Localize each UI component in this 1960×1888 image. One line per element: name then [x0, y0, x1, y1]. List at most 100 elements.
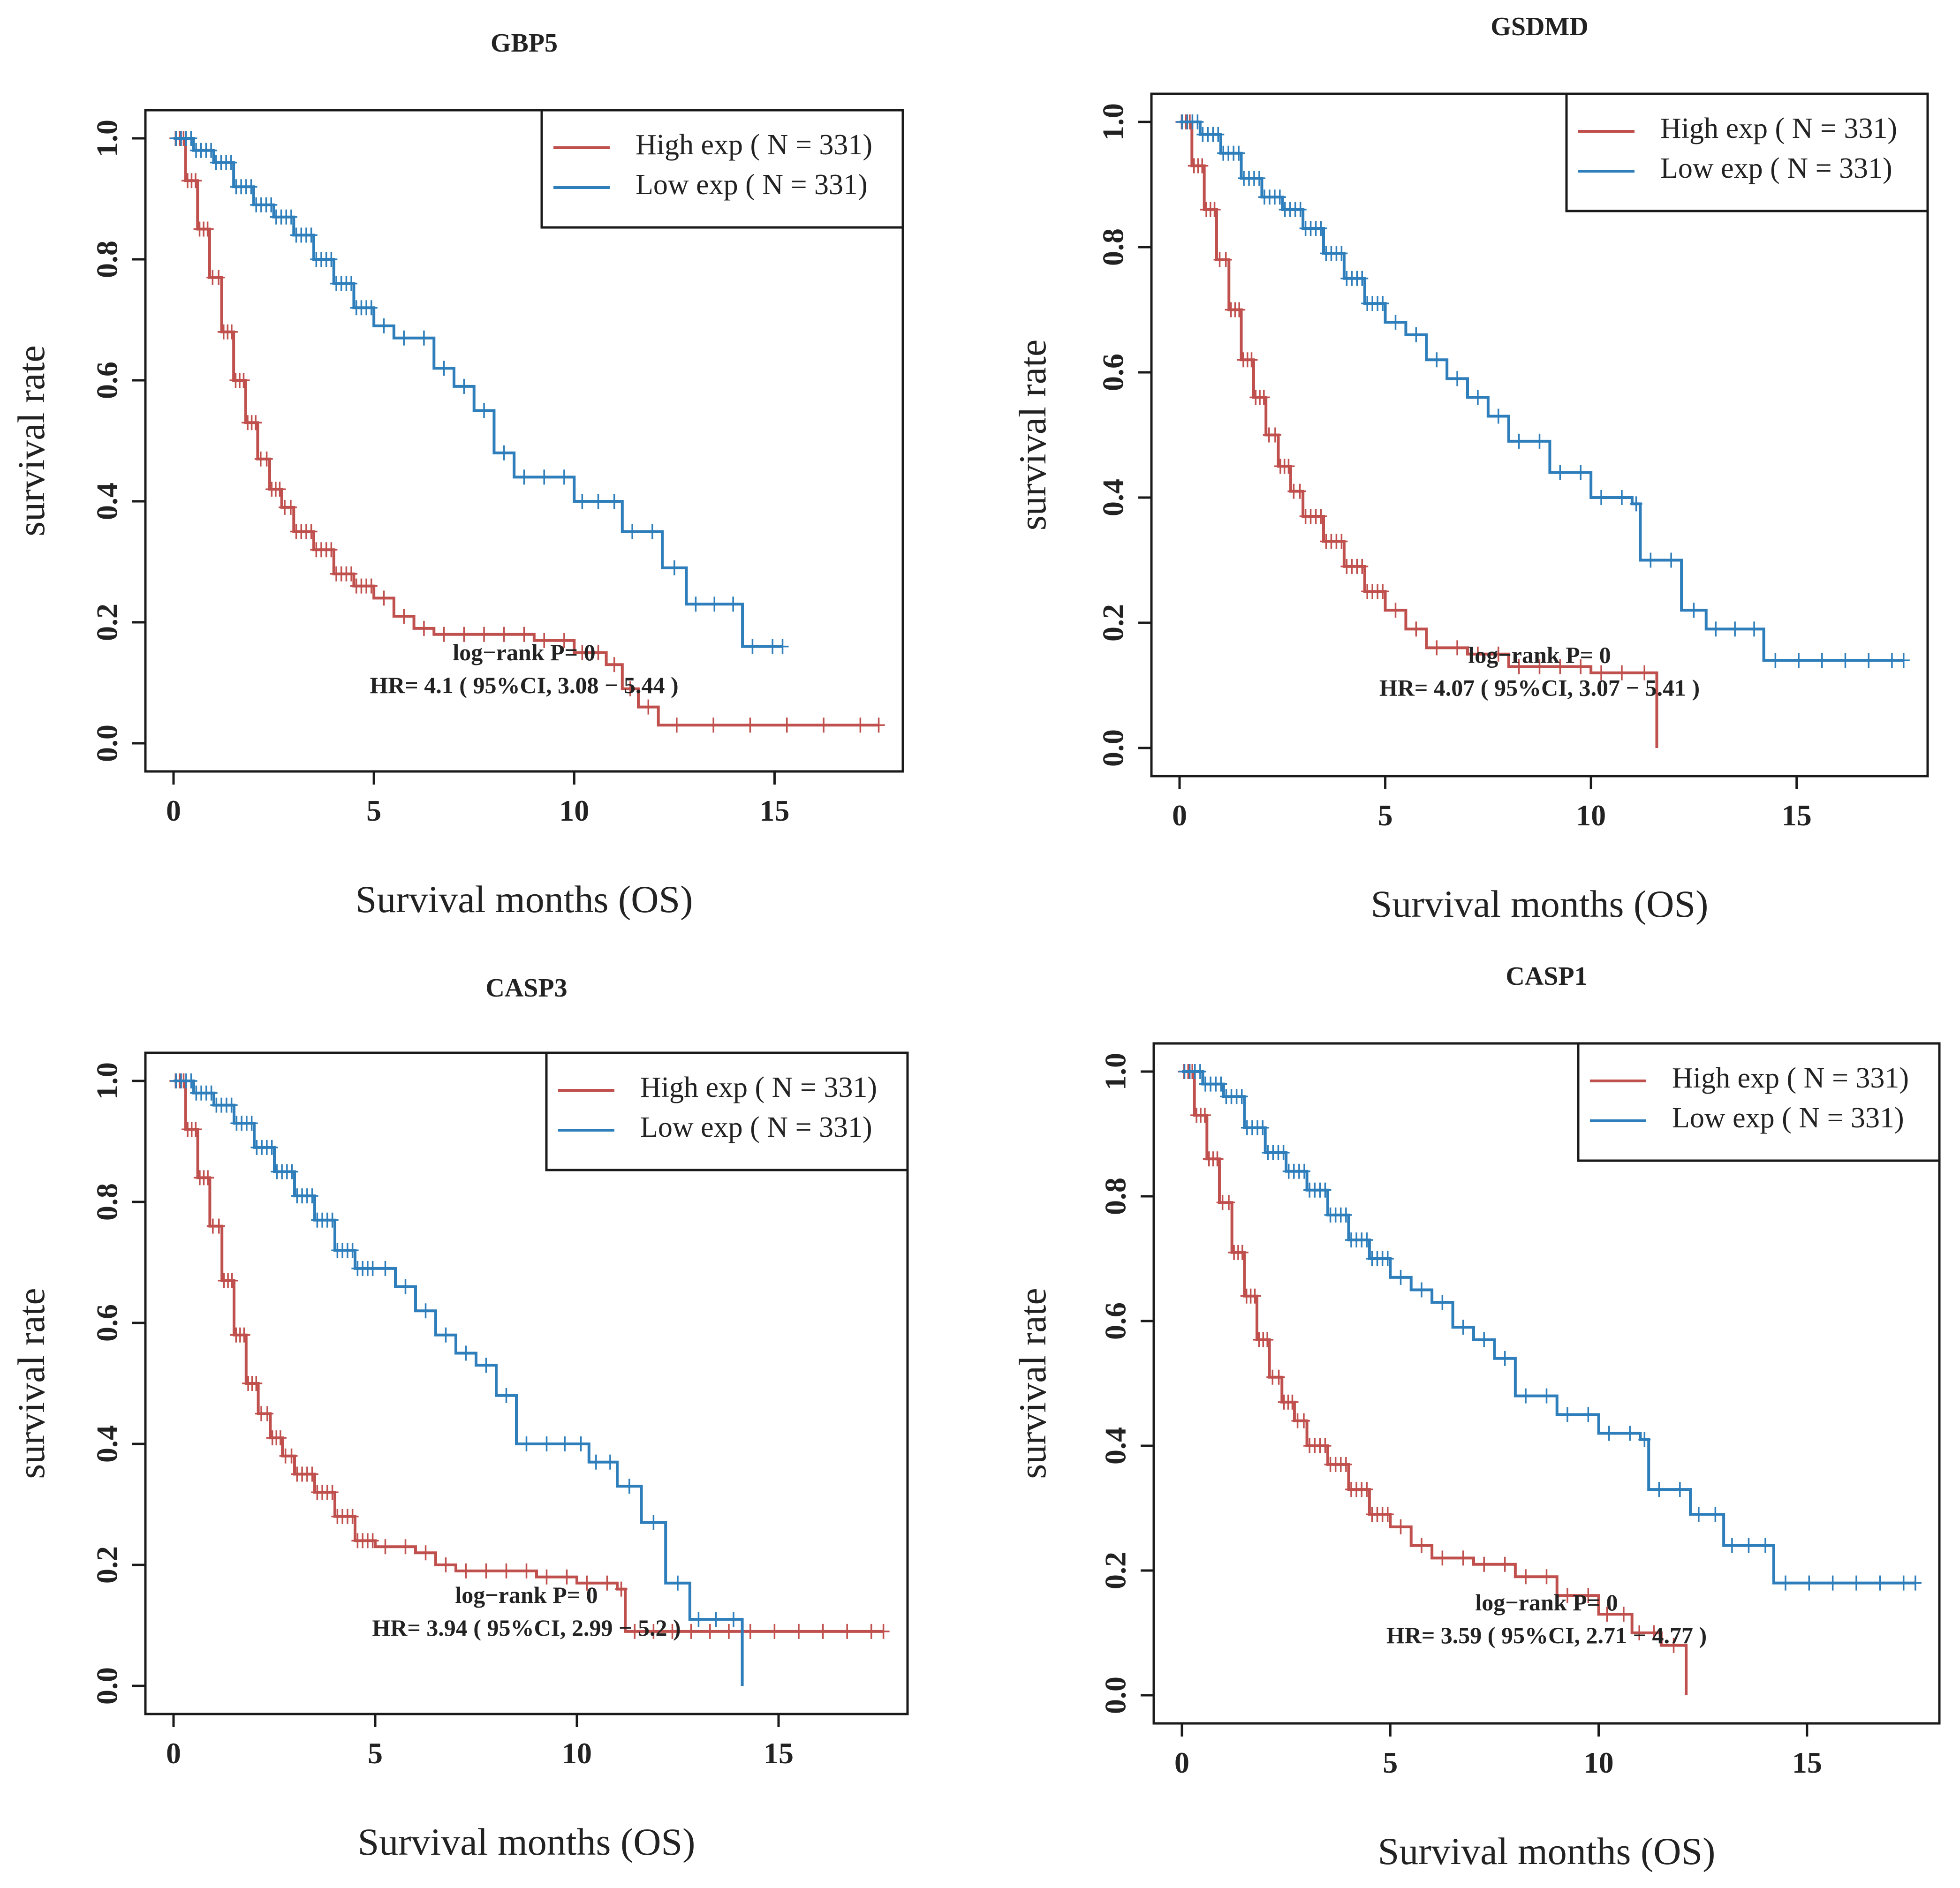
- censor-mark: [285, 209, 297, 225]
- censor-mark: [1394, 1519, 1407, 1534]
- censor-mark: [1315, 220, 1327, 236]
- censor-mark: [628, 1624, 641, 1639]
- censor-mark: [438, 627, 450, 642]
- censor-mark: [865, 1624, 878, 1639]
- y-tick-label: 0.0: [1099, 1677, 1132, 1714]
- censor-mark: [1339, 1457, 1352, 1472]
- y-tick-label: 1.0: [91, 1062, 124, 1100]
- censor-mark: [1233, 302, 1246, 317]
- y-tick-label: 0.2: [1097, 604, 1130, 642]
- censor-mark: [776, 639, 789, 654]
- censor-mark: [647, 1624, 660, 1639]
- censor-mark: [608, 657, 621, 672]
- y-tick-label: 0.2: [1099, 1552, 1132, 1589]
- censor-mark: [306, 1466, 318, 1482]
- censor-mark: [710, 1612, 722, 1627]
- hazard-ratio-label: HR= 3.59 ( 95%CI, 2.71 − 4.77 ): [1386, 1622, 1707, 1648]
- censor-mark: [1603, 1426, 1615, 1441]
- censor-mark: [245, 179, 257, 195]
- censor-mark: [1615, 490, 1628, 505]
- censor-mark: [615, 1581, 628, 1597]
- censor-marks-high: [169, 1073, 890, 1639]
- censor-mark: [458, 378, 470, 394]
- censor-mark: [559, 1436, 571, 1451]
- censor-mark: [1520, 1388, 1532, 1404]
- y-tick-label: 0.2: [91, 1546, 124, 1584]
- censor-mark: [379, 1261, 392, 1276]
- legend-label-low: Low exp ( N = 331): [1672, 1102, 1904, 1134]
- logrank-p-label: log−rank P= 0: [1475, 1589, 1618, 1616]
- censor-marks-low: [170, 131, 789, 654]
- km-panel-gbp5: GBP5 0.0 0.2 0.4 0.6 0.8 1.0 0 5 10 15 Survival mon…: [10, 29, 904, 921]
- censor-mark: [592, 645, 605, 660]
- censor-mark: [1273, 189, 1286, 205]
- censor-mark: [201, 221, 214, 237]
- legend-box: [1577, 1042, 1941, 1162]
- km-curve-low-exp: [1180, 121, 1904, 662]
- x-axis-label: Survival months (OS): [1371, 883, 1709, 925]
- censor-mark: [1457, 1320, 1469, 1335]
- censor-mark: [1742, 1538, 1755, 1553]
- censor-mark: [1389, 603, 1402, 618]
- censor-mark: [1826, 1575, 1839, 1591]
- censor-mark: [286, 1164, 298, 1179]
- y-tick-label: 0.2: [91, 604, 124, 641]
- x-tick-label: 5: [1378, 799, 1393, 832]
- censor-mark: [1436, 1295, 1449, 1310]
- km-curve-high-exp: [1182, 1070, 1688, 1695]
- censor-mark: [366, 1533, 379, 1548]
- censor-mark: [672, 1575, 684, 1591]
- censor-mark: [1885, 653, 1898, 668]
- censor-mark: [1595, 665, 1608, 680]
- censor-mark: [872, 717, 885, 733]
- panel-title-gsdmd: GSDMD: [1491, 12, 1588, 41]
- x-tick-label: 10: [559, 794, 589, 827]
- censor-mark: [1319, 1438, 1332, 1453]
- censor-mark: [1415, 1538, 1428, 1553]
- censor-mark: [460, 1345, 472, 1361]
- y-tick-label: 0.6: [1097, 354, 1130, 391]
- censor-mark: [398, 609, 410, 624]
- censor-mark: [399, 1539, 412, 1555]
- censor-mark: [225, 324, 238, 340]
- legend-label-low: Low exp ( N = 331): [640, 1111, 872, 1143]
- censor-mark: [439, 1557, 452, 1572]
- censor-mark: [326, 1212, 339, 1228]
- censor-mark: [1377, 584, 1389, 599]
- censor-marks-low: [170, 1073, 740, 1627]
- censor-mark: [624, 681, 636, 696]
- censor-mark: [1297, 1413, 1310, 1428]
- censor-mark: [1430, 352, 1443, 368]
- censor-mark: [1196, 158, 1209, 174]
- censor-mark: [668, 560, 681, 575]
- y-tick-label: 0.8: [91, 1183, 124, 1221]
- censor-mark: [1339, 1207, 1352, 1223]
- censor-mark: [1540, 1569, 1553, 1585]
- censor-mark: [185, 1073, 197, 1088]
- censor-mark: [538, 633, 551, 648]
- censor-mark: [1211, 1151, 1224, 1167]
- censor-mark: [1725, 1538, 1738, 1553]
- censor-mark: [1897, 1575, 1910, 1591]
- censor-mark: [265, 197, 278, 212]
- censor-marks-high: [1178, 1064, 1680, 1653]
- y-axis-label: survival rate: [1011, 1288, 1054, 1479]
- censor-mark: [398, 330, 410, 346]
- censor-mark: [250, 1376, 263, 1391]
- censor-mark: [1513, 659, 1525, 674]
- censor-mark: [1249, 1288, 1261, 1304]
- plot-frame: [144, 109, 904, 773]
- censor-mark: [704, 1624, 716, 1639]
- censor-mark: [581, 1575, 593, 1591]
- x-tick-label: 10: [1584, 1746, 1614, 1779]
- censor-mark: [1582, 1588, 1595, 1603]
- censor-mark: [692, 1612, 705, 1627]
- censor-mark: [1222, 1195, 1235, 1210]
- censor-mark: [1194, 1064, 1206, 1079]
- censor-mark: [325, 252, 338, 267]
- y-axis-label: survival rate: [10, 1288, 53, 1479]
- censor-mark: [245, 1116, 258, 1131]
- x-axis-label: Survival months (OS): [358, 1820, 696, 1863]
- censor-mark: [500, 1388, 513, 1403]
- censor-mark: [265, 1140, 278, 1155]
